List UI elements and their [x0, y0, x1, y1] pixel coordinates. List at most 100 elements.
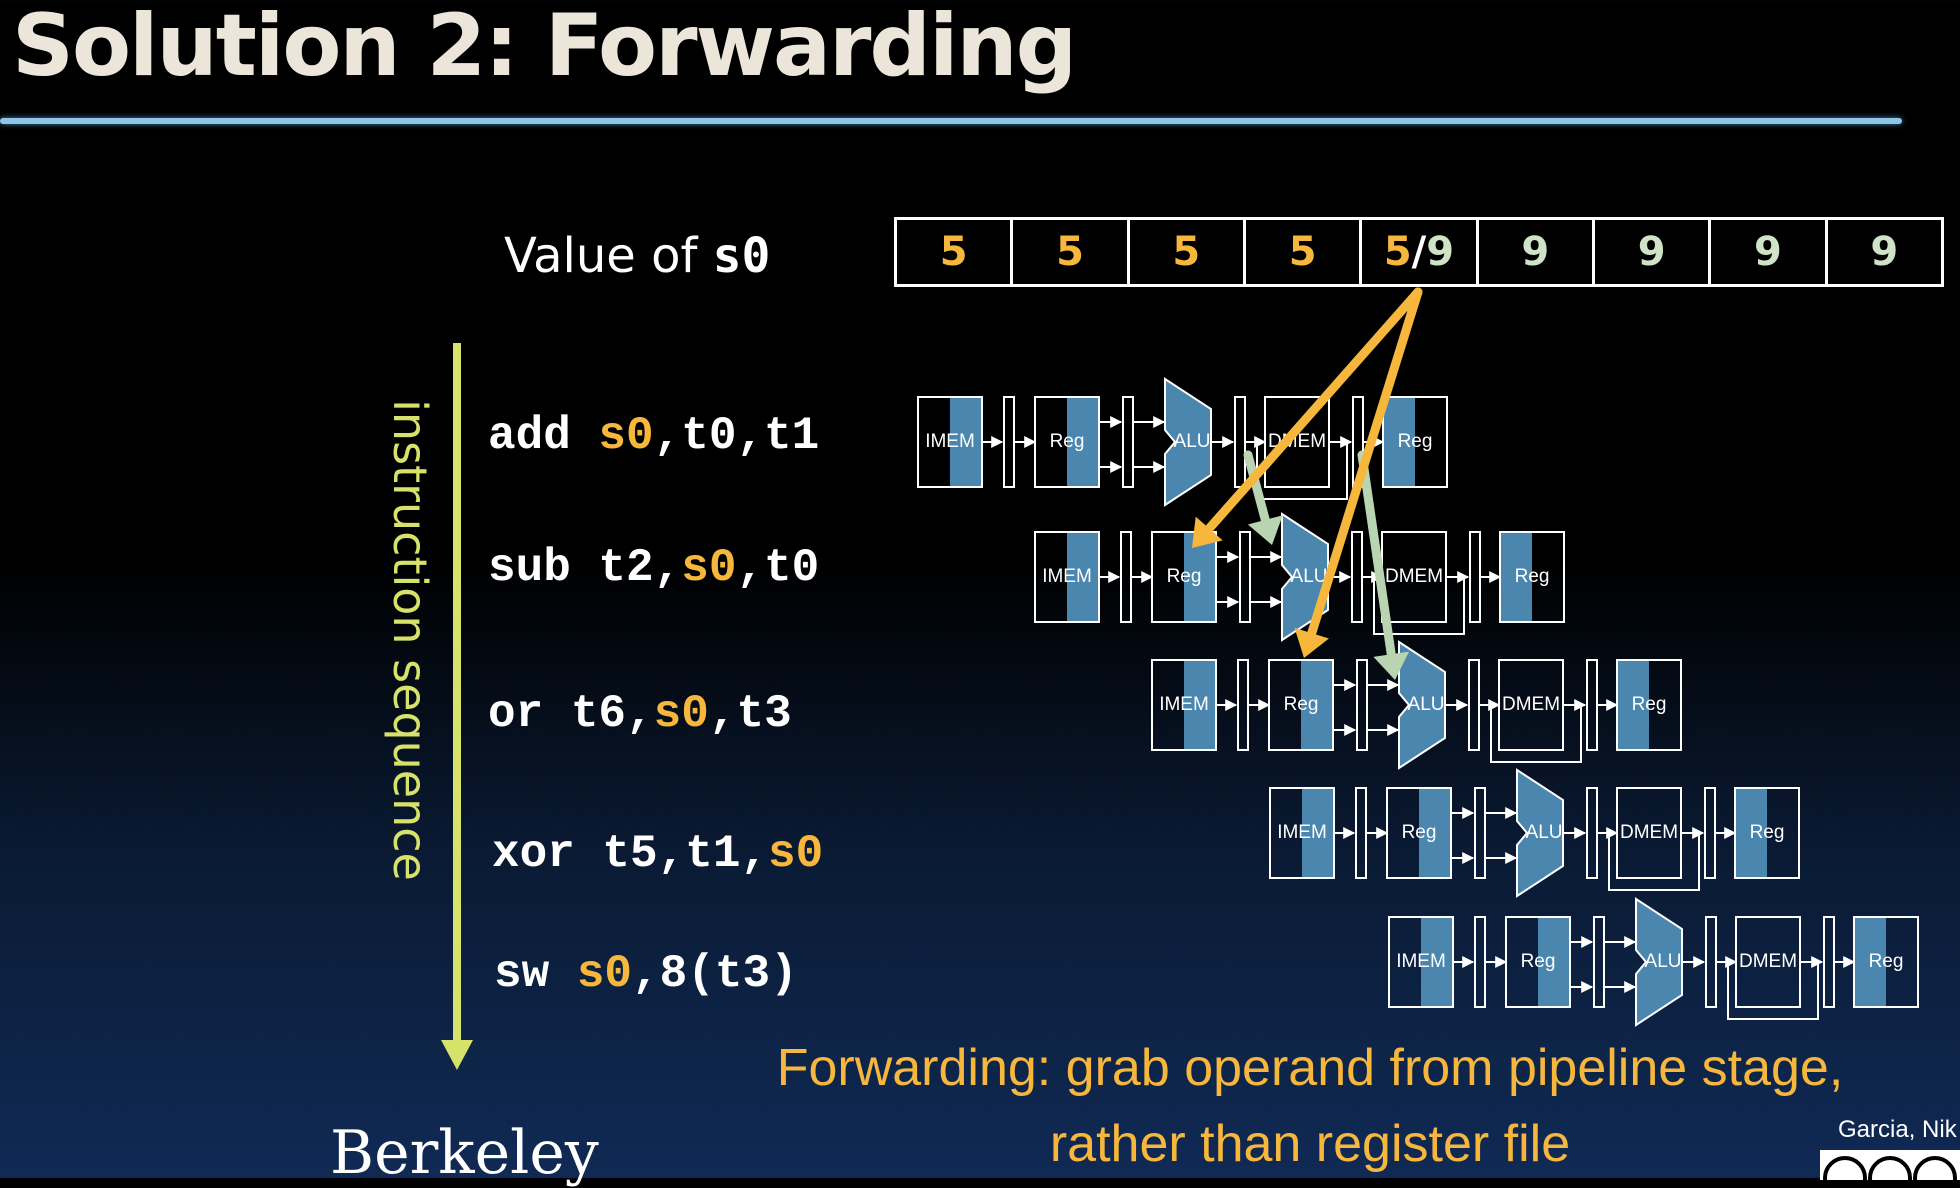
pipeline-row: IMEM Reg ALU DMEM Reg [1388, 897, 1919, 1027]
reg-write-block [1499, 531, 1565, 623]
value-cell: 5 [1246, 220, 1363, 284]
pipeline-register [1122, 396, 1134, 488]
value-cell: 5 [897, 220, 1014, 284]
reg-write-shade [1855, 918, 1886, 1006]
value-cell-new: 9 [1754, 229, 1782, 275]
value-cell-old: 5 [1172, 229, 1201, 275]
alu-label: ALU [1174, 431, 1211, 452]
reg-read-label: Reg [1050, 431, 1085, 452]
pipeline-register [1705, 916, 1717, 1008]
forwarding-caption-line-2: rather than register file [1049, 1115, 1571, 1173]
reg-write-label: Reg [1515, 566, 1550, 587]
pipeline-register [1474, 787, 1486, 879]
dmem-label: DMEM [1502, 694, 1560, 715]
title-rule [0, 118, 1902, 124]
reg-read-label: Reg [1167, 566, 1202, 587]
reg-write-label: Reg [1632, 694, 1667, 715]
value-cell-old: 5 [1056, 229, 1084, 275]
imem-shade [1302, 789, 1333, 877]
pipeline-register [1469, 531, 1481, 623]
imem-shade [1067, 533, 1098, 621]
reg-read-shade [1538, 918, 1569, 1006]
dmem-label: DMEM [1620, 822, 1678, 843]
reg-read-label: Reg [1284, 694, 1319, 715]
dmem-label: DMEM [1385, 566, 1443, 587]
bypass-wire [1608, 833, 1700, 891]
instruction-text: ,t3 [708, 688, 792, 740]
alu-label: ALU [1645, 951, 1682, 972]
instruction-text: sw [494, 948, 577, 1000]
register-highlight: s0 [681, 542, 737, 594]
value-cell-old: 5 [939, 229, 968, 275]
value-cell-old: 5 [1288, 229, 1317, 275]
berkeley-logo: Berkeley [330, 1118, 599, 1188]
reg-write-block [1616, 659, 1682, 751]
instruction-text: xor t5,t1, [492, 828, 769, 880]
imem-label: IMEM [1159, 694, 1209, 715]
value-label-register: s0 [712, 228, 771, 284]
forward-arrow-orange [1204, 287, 1423, 534]
value-cell: 9 [1711, 220, 1828, 284]
register-highlight: s0 [768, 828, 824, 880]
forward-arrow-green [1357, 450, 1396, 659]
forward-arrow-green [1243, 450, 1270, 525]
pipeline-register [1351, 531, 1363, 623]
pipeline-row: IMEM Reg ALU DMEM Reg [1269, 768, 1800, 898]
creative-commons-badge-icon [1820, 1150, 1960, 1180]
instruction-line: sub t2,s0,t0 [488, 542, 819, 594]
reg-write-block [1853, 916, 1919, 1008]
reg-write-label: Reg [1750, 822, 1785, 843]
reg-read-block [1268, 659, 1334, 751]
value-cell: 5/9 [1362, 220, 1479, 284]
reg-write-block [1382, 396, 1448, 488]
forwarding-caption: Forwarding: grab operand from pipeline s… [700, 1030, 1920, 1182]
forwarding-caption-line-1: Forwarding: grab operand from pipeline s… [776, 1039, 1844, 1097]
reg-read-block [1386, 787, 1452, 879]
register-highlight: s0 [576, 948, 633, 1000]
forward-arrow-orange-head [1192, 516, 1223, 548]
value-label: Value of s0 [504, 228, 770, 284]
reg-read-shade [1184, 533, 1215, 621]
pipeline-register [1593, 916, 1605, 1008]
pipeline-register [1237, 659, 1249, 751]
bypass-wire [1373, 577, 1465, 635]
instruction-line: or t6,s0,t3 [488, 688, 792, 740]
reg-read-shade [1067, 398, 1098, 486]
value-cell-new: 9 [1637, 229, 1666, 275]
pipeline-register [1474, 916, 1486, 1008]
value-label-prefix: Value of [504, 228, 713, 284]
imem-label: IMEM [1042, 566, 1092, 587]
value-cell: 5 [1130, 220, 1246, 284]
value-cell-old: 5 [1383, 229, 1412, 275]
pipeline-register [1234, 396, 1246, 488]
instruction-text: or t6, [488, 688, 654, 740]
pipeline-register [1356, 659, 1368, 751]
value-cell-new: 9 [1426, 229, 1455, 275]
alu-block [1398, 640, 1446, 770]
value-cell: 9 [1828, 220, 1941, 284]
reg-write-label: Reg [1869, 951, 1904, 972]
imem-label: IMEM [1277, 822, 1327, 843]
reg-write-shade [1501, 533, 1532, 621]
value-strip: 5 5 5 5 5/9 9 9 9 9 [894, 217, 1944, 287]
instruction-line: sw s0,8(t3) [494, 948, 798, 1000]
pipeline-row: IMEM Reg ALU DMEM Reg [1034, 512, 1565, 642]
forward-arrow-green-head [1247, 515, 1283, 545]
value-cell: 5 [1013, 220, 1130, 284]
pipeline-register [1468, 659, 1480, 751]
reg-read-shade [1301, 661, 1332, 749]
value-cell-new: 9 [1870, 229, 1899, 275]
imem-label: IMEM [925, 431, 975, 452]
reg-write-shade [1736, 789, 1767, 877]
reg-read-shade [1419, 789, 1450, 877]
value-cell: 9 [1595, 220, 1712, 284]
instruction-text: ,t0 [736, 542, 820, 594]
reg-read-block [1505, 916, 1571, 1008]
value-cell-new: 9 [1521, 229, 1550, 275]
author-credit: Garcia, Nik [1838, 1116, 1957, 1143]
forward-arrow-orange [1307, 287, 1423, 638]
alu-block [1516, 768, 1564, 898]
pipeline-register [1239, 531, 1251, 623]
reg-read-block [1151, 531, 1217, 623]
